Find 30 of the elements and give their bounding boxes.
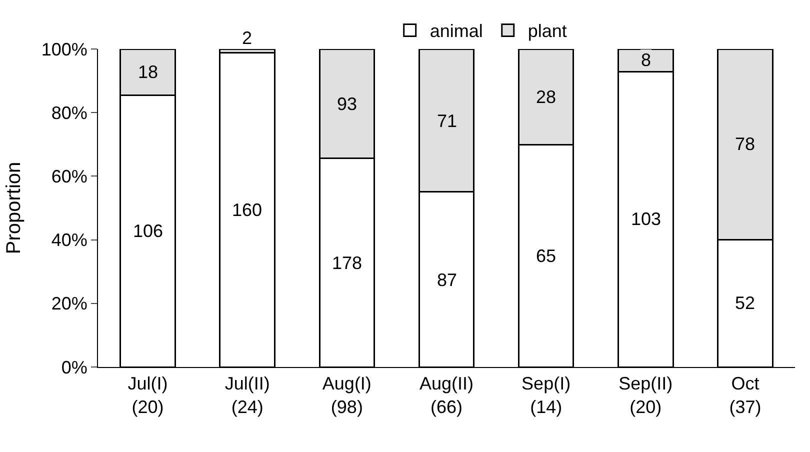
legend-label: plant [528, 21, 567, 42]
annotation: 71 [437, 111, 458, 131]
y-tick-label: 20% [51, 294, 88, 314]
x-tick-label: Sep(II) (20) [618, 374, 673, 417]
annotation: 178 [332, 253, 362, 273]
y-tick-label: 80% [51, 102, 88, 123]
annotation: 103 [631, 209, 662, 229]
y-tick-label: 100% [41, 39, 88, 60]
annotation: 93 [337, 94, 358, 114]
annotation: 106 [133, 221, 164, 241]
legend-label: animal [430, 21, 483, 42]
x-tick-label: Jul(I) (20) [128, 374, 168, 417]
y-tick-label: 40% [51, 230, 88, 250]
annotation: 28 [536, 87, 556, 107]
x-tick-label: Oct (37) [729, 374, 762, 417]
y-tick-label: 60% [51, 166, 88, 186]
x-tick-label: Aug(I) (98) [322, 374, 372, 417]
annotation: 8 [641, 50, 652, 70]
x-tick-label: Sep(I) (14) [522, 374, 571, 417]
annotation: 78 [735, 134, 756, 154]
y-tick-label: 0% [61, 357, 88, 378]
x-tick-label: Aug(II) (66) [419, 374, 474, 417]
annotation: 87 [437, 270, 458, 290]
annotation: 65 [536, 246, 556, 266]
x-tick-label: Jul(II) (24) [224, 374, 270, 417]
annotation: 18 [138, 62, 158, 82]
y-axis-title: Proportion [2, 162, 25, 254]
annotation: 52 [735, 293, 756, 313]
annotation: 160 [232, 200, 262, 220]
annotation: 2 [242, 28, 252, 48]
